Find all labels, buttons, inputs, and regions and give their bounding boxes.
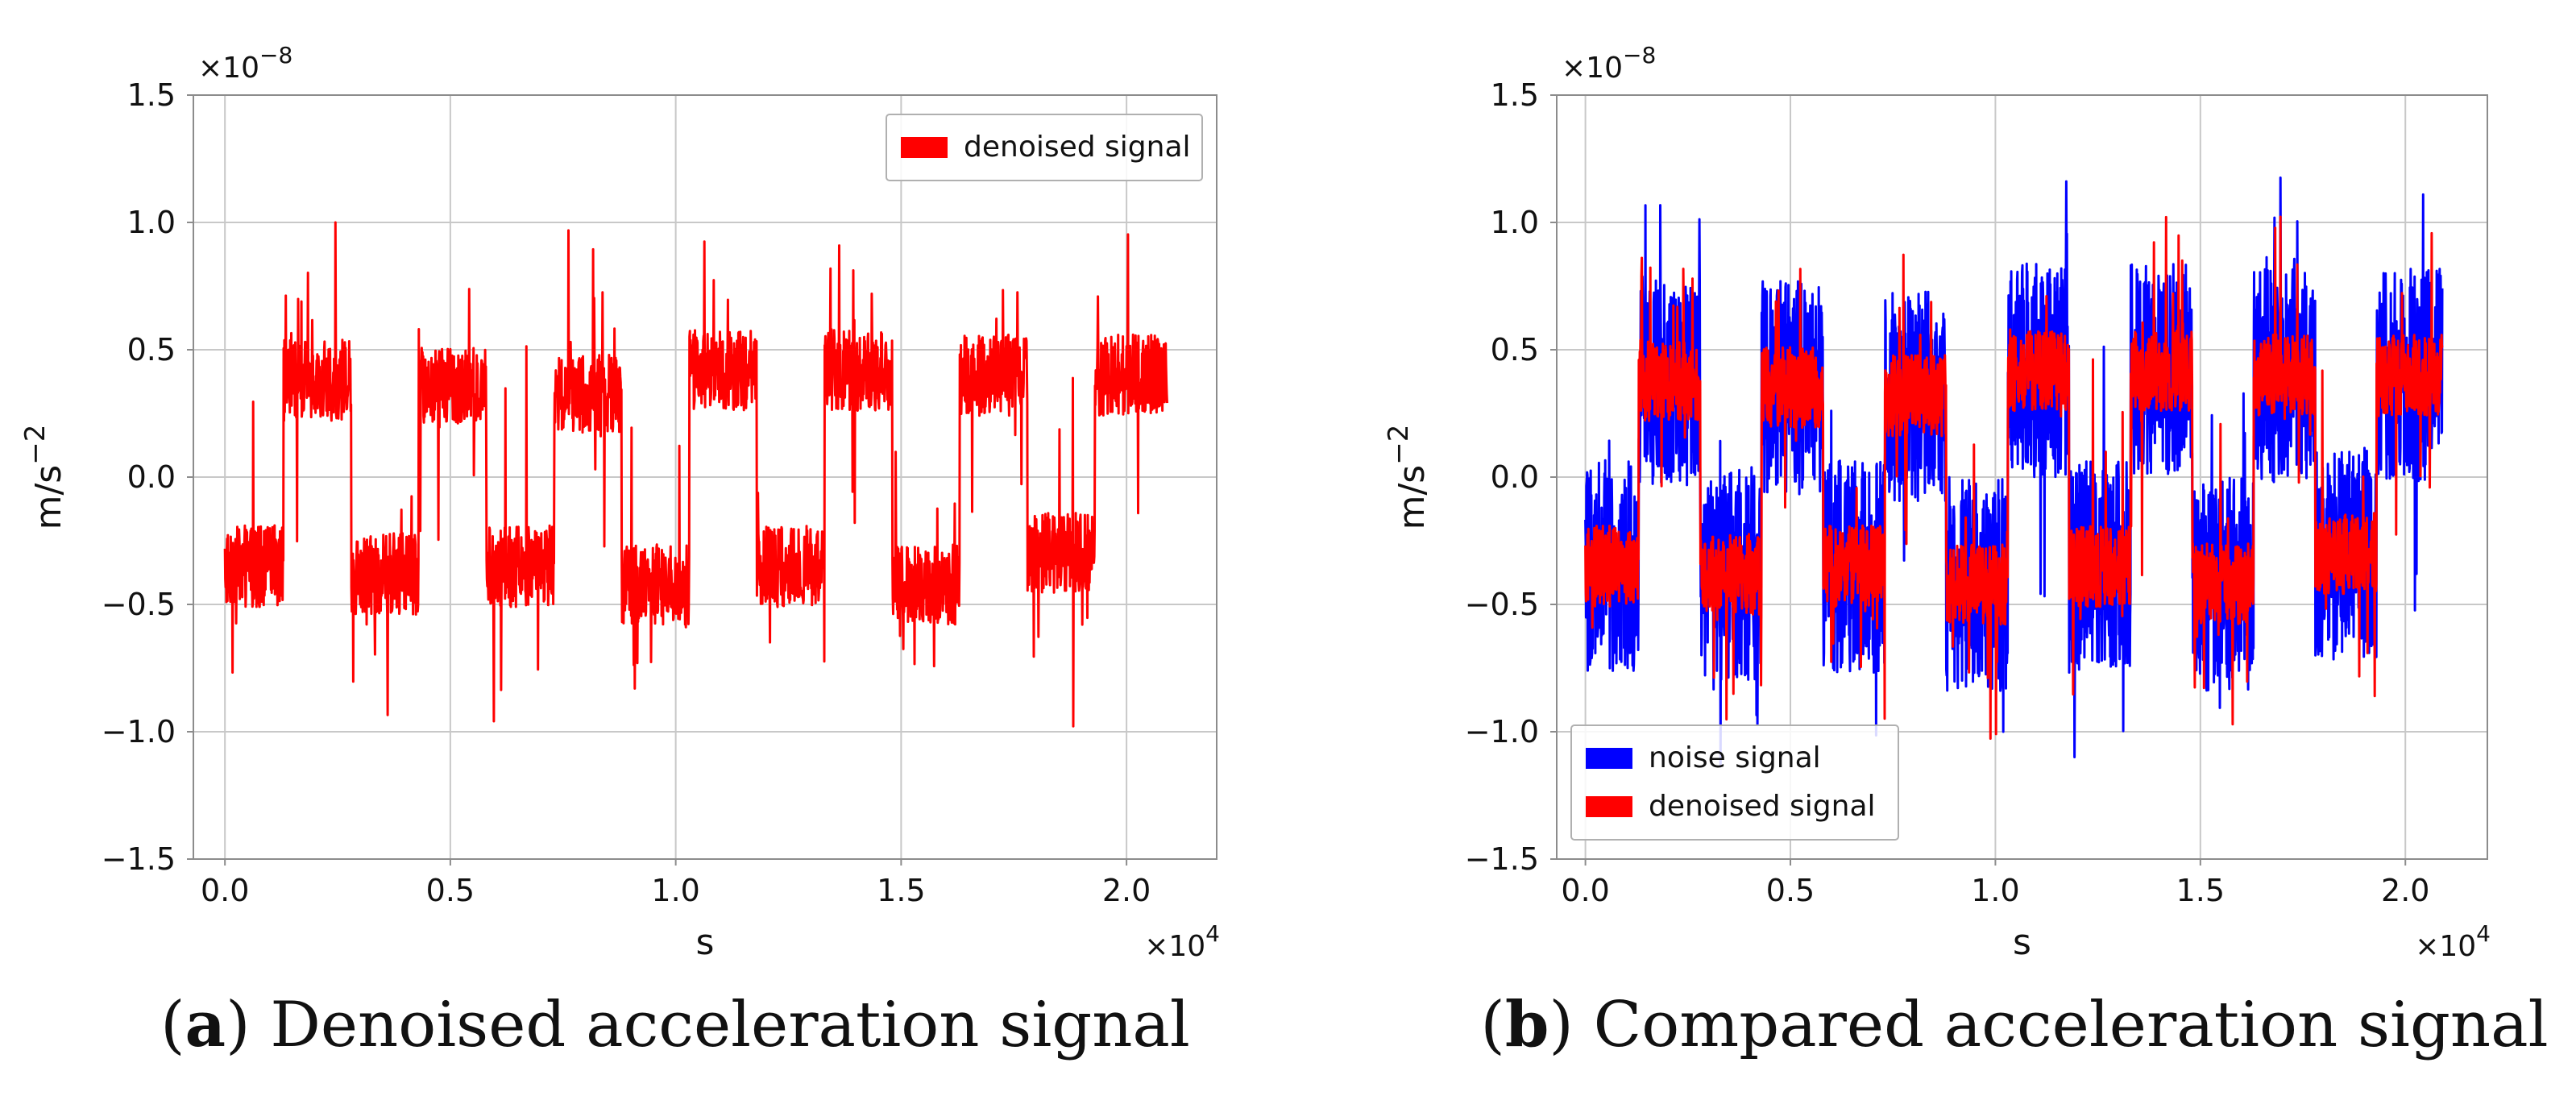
x-tick-label: 0.5 bbox=[426, 873, 475, 908]
x-tick-label: 2.0 bbox=[1102, 873, 1151, 908]
y-exp-base: ×10 bbox=[1562, 52, 1623, 85]
x-tick-label: 0.0 bbox=[201, 873, 249, 908]
x-exp-base: ×10 bbox=[2415, 930, 2476, 963]
legend-label: denoised signal bbox=[1649, 790, 1876, 823]
y-tick-label: 1.0 bbox=[127, 205, 176, 240]
y-tick-label: 1.5 bbox=[127, 77, 176, 113]
y-axis-exponent: ×10−8 bbox=[198, 42, 292, 85]
y-tick-label: −1.5 bbox=[1465, 841, 1539, 877]
x-axis-exponent: ×104 bbox=[2415, 920, 2491, 963]
y-tick-label: 1.5 bbox=[1491, 77, 1539, 113]
x-axis-label: s bbox=[2013, 922, 2031, 963]
y-exp-power: −8 bbox=[1623, 42, 1656, 68]
x-tick-label: 2.0 bbox=[2381, 873, 2429, 908]
x-exp-base: ×10 bbox=[1144, 930, 1205, 963]
y-exp-base: ×10 bbox=[198, 52, 259, 85]
x-tick-label: 0.5 bbox=[1766, 873, 1815, 908]
y-tick-label: −1.0 bbox=[1465, 714, 1539, 749]
y-axis-label: m/s−2 bbox=[19, 425, 69, 530]
y-tick-label: −0.5 bbox=[102, 587, 176, 622]
caption-paren-open: ( bbox=[160, 989, 185, 1061]
x-exp-power: 4 bbox=[1205, 920, 1220, 947]
series-line-denoised-signal bbox=[223, 221, 1168, 728]
legend: noise signal denoised signal bbox=[1570, 724, 1899, 841]
y-tick-label: 0.0 bbox=[1491, 459, 1539, 495]
y-tick-label: 0.5 bbox=[127, 332, 176, 367]
x-tick-label: 1.5 bbox=[2176, 873, 2225, 908]
x-exp-power: 4 bbox=[2476, 920, 2491, 947]
y-tick-label: −0.5 bbox=[1465, 587, 1539, 622]
y-tick-label: −1.5 bbox=[102, 841, 176, 877]
y-exp-power: −8 bbox=[259, 42, 292, 68]
panel-caption: (a) Denoised acceleration signal bbox=[160, 988, 1190, 1061]
y-tick-label: 1.0 bbox=[1491, 205, 1539, 240]
chart-panel-b: 0.0 0.5 1.0 1.5 2.0 −1.5 −1.0 −0.5 0.0 0.5 1.0 1.5 ×… bbox=[1383, 42, 2549, 1061]
y-label-superscript: −2 bbox=[19, 425, 52, 465]
caption-body: Compared acceleration signal bbox=[1574, 989, 2549, 1061]
legend-box bbox=[1570, 724, 1899, 841]
legend-label: noise signal bbox=[1649, 741, 1821, 774]
x-tick-label: 1.0 bbox=[1971, 873, 2019, 908]
y-axis-exponent: ×10−8 bbox=[1562, 42, 1656, 85]
y-label-superscript: −2 bbox=[1383, 425, 1415, 465]
x-tick-label: 0.0 bbox=[1561, 873, 1609, 908]
legend: denoised signal bbox=[886, 114, 1203, 181]
chart-panel-a: 0.0 0.5 1.0 1.5 2.0 −1.5 −1.0 −0.5 0.0 0.5 1.0 1.5 ×… bbox=[19, 42, 1220, 1061]
y-label-main: m/s bbox=[1392, 465, 1433, 530]
legend-box bbox=[886, 114, 1203, 181]
legend-swatch-noise-signal bbox=[1586, 748, 1632, 769]
legend-label: denoised signal bbox=[964, 131, 1191, 164]
caption-paren-close: ) bbox=[226, 989, 250, 1061]
caption-paren-open: ( bbox=[1480, 989, 1504, 1061]
x-tick-label: 1.0 bbox=[651, 873, 699, 908]
caption-body: Denoised acceleration signal bbox=[251, 989, 1190, 1061]
panel-caption: (b) Compared acceleration signal bbox=[1480, 988, 2548, 1061]
x-tick-label: 1.5 bbox=[877, 873, 925, 908]
y-label-main: m/s bbox=[28, 465, 69, 530]
caption-letter: a bbox=[185, 988, 226, 1061]
legend-swatch-denoised-signal bbox=[901, 137, 948, 158]
y-tick-label: 0.5 bbox=[1491, 332, 1539, 367]
x-axis-exponent: ×104 bbox=[1144, 920, 1220, 963]
legend-swatch-denoised-signal bbox=[1586, 796, 1632, 817]
series-group bbox=[223, 221, 1168, 728]
y-axis-label: m/s−2 bbox=[1383, 425, 1433, 530]
caption-letter: b bbox=[1505, 988, 1549, 1061]
series-line-denoised-signal bbox=[1584, 215, 2444, 740]
caption-paren-close: ) bbox=[1549, 989, 1573, 1061]
y-tick-label: −1.0 bbox=[102, 714, 176, 749]
x-axis-label: s bbox=[696, 922, 715, 963]
series-group bbox=[1584, 176, 2444, 768]
y-tick-label: 0.0 bbox=[127, 459, 176, 495]
